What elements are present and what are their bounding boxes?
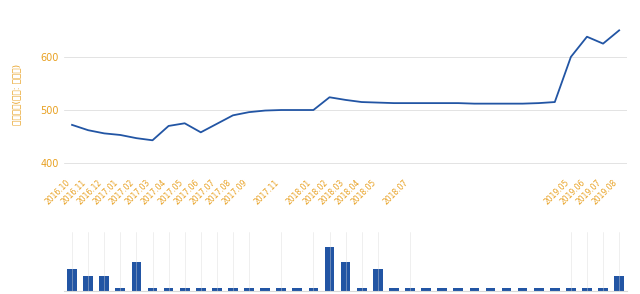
Bar [373,269,383,291]
Bar [550,288,559,291]
Bar [518,288,527,291]
Bar [453,288,463,291]
Bar [502,288,511,291]
Bar [276,288,286,291]
Bar [614,276,624,291]
Bar [470,288,479,291]
Bar [308,288,318,291]
Bar [196,288,205,291]
Bar [67,269,77,291]
Bar [292,288,302,291]
Bar [534,288,543,291]
Bar [405,288,415,291]
Bar [244,288,254,291]
Bar [582,288,592,291]
Bar [437,288,447,291]
Bar [83,276,93,291]
Bar [99,276,109,291]
Bar [164,288,173,291]
Bar [115,288,125,291]
Bar [212,288,221,291]
Bar [389,288,399,291]
Bar [357,288,367,291]
Y-axis label: 거래금액(단위: 백만원): 거래금액(단위: 백만원) [13,64,22,125]
Bar [228,288,238,291]
Bar [148,288,157,291]
Bar [260,288,270,291]
Bar [324,247,334,291]
Bar [180,288,189,291]
Bar [598,288,608,291]
Bar [566,288,576,291]
Bar [421,288,431,291]
Bar [132,262,141,291]
Bar [340,262,351,291]
Bar [486,288,495,291]
